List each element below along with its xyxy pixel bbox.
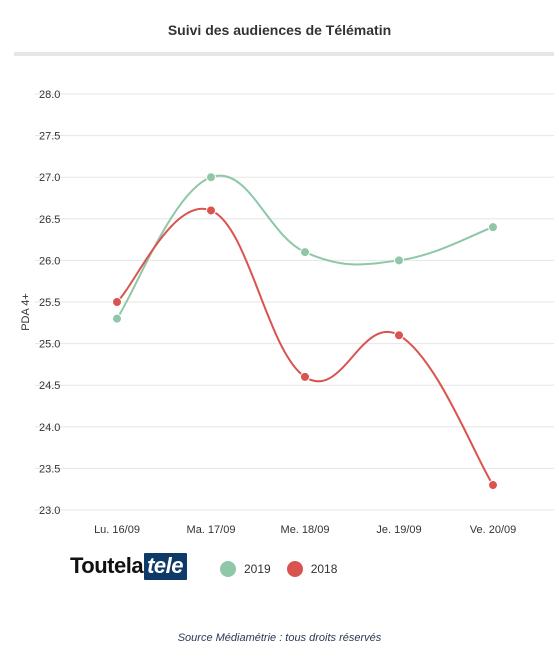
y-tick-label: 27.5 xyxy=(39,131,60,143)
series-lines xyxy=(116,174,494,486)
x-tick-label: Me. 18/09 xyxy=(281,524,330,536)
y-tick-label: 23.5 xyxy=(39,463,60,475)
legend-swatch-2018 xyxy=(286,561,303,577)
data-point-2018[interactable] xyxy=(300,371,310,382)
grid-lines xyxy=(35,93,554,511)
source-credit: Source Médiamétrie : tous droits réservé… xyxy=(177,632,382,644)
series-line-2019 xyxy=(116,174,494,320)
data-point-2018[interactable] xyxy=(112,297,122,307)
y-tick-label: 23.0 xyxy=(39,505,60,517)
x-tick-label: Ma. 17/09 xyxy=(187,524,236,536)
y-axis-title: PDA 4+ xyxy=(20,293,32,331)
y-tick-label: 24.0 xyxy=(39,422,60,434)
legend-item-2019[interactable]: 2019 xyxy=(220,561,271,577)
x-axis-ticks: Lu. 16/09 Ma. 17/09 Me. 18/09 Je. 19/09 Ve. … xyxy=(94,524,516,536)
legend-item-2018[interactable]: 2018 xyxy=(286,561,338,577)
x-tick-label: Je. 19/09 xyxy=(376,524,421,536)
toutelatele-logo: Toutela tele xyxy=(70,552,188,580)
legend-swatch-2019 xyxy=(220,561,236,577)
x-tick-label: Ve. 20/09 xyxy=(470,524,517,536)
data-point-2018[interactable] xyxy=(488,480,498,491)
y-tick-label: 24.5 xyxy=(39,380,60,392)
y-tick-label: 27.0 xyxy=(39,172,60,184)
chart-title: Suivi des audiences de Télématin xyxy=(167,22,392,38)
y-tick-label: 28.0 xyxy=(39,89,60,101)
logo-boxed-text: tele xyxy=(144,552,188,580)
y-tick-label: 25.0 xyxy=(39,339,60,351)
y-tick-label: 25.5 xyxy=(39,297,60,309)
chart-legend: 2019 2018 xyxy=(220,561,353,577)
legend-label-2018: 2018 xyxy=(310,562,338,576)
x-tick-label: Lu. 16/09 xyxy=(94,524,140,536)
data-point-2018[interactable] xyxy=(206,205,216,216)
title-divider xyxy=(14,52,554,56)
data-point-2019[interactable] xyxy=(488,222,498,233)
logo-text: Toutela xyxy=(70,553,144,578)
data-point-2019[interactable] xyxy=(300,247,310,258)
y-axis-ticks: 28.0 27.5 27.0 26.5 26.0 25.5 25.0 24.5 24.0 23.5… xyxy=(39,89,60,517)
data-point-2018[interactable] xyxy=(394,330,404,341)
y-tick-label: 26.0 xyxy=(39,255,60,267)
legend-label-2019: 2019 xyxy=(244,562,271,576)
data-point-2019[interactable] xyxy=(112,313,122,324)
y-tick-label: 26.5 xyxy=(39,214,60,226)
data-points xyxy=(112,172,498,491)
data-point-2019[interactable] xyxy=(394,255,404,266)
data-point-2019[interactable] xyxy=(206,172,216,183)
